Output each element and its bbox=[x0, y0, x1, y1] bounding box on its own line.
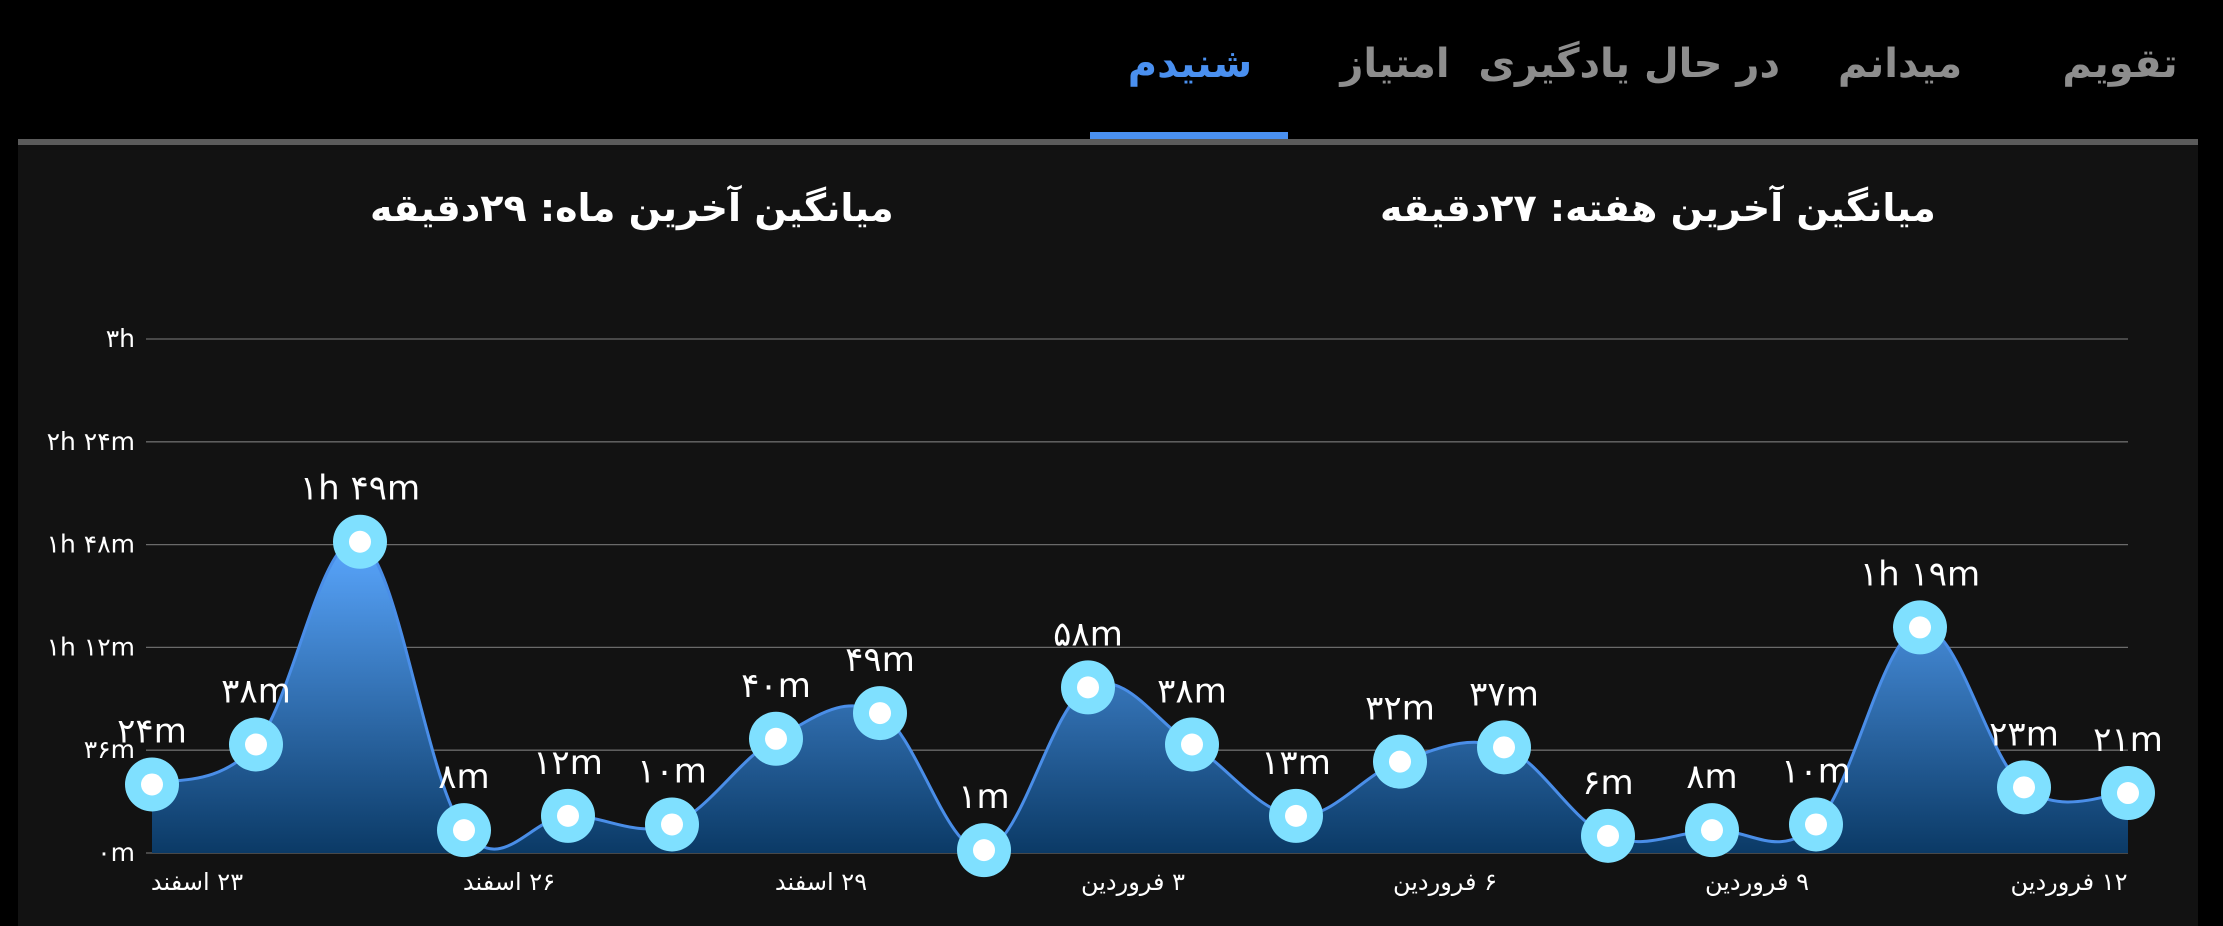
data-label: ۴۰m bbox=[741, 666, 811, 706]
tab-listened[interactable]: شنیدم bbox=[1127, 41, 1253, 87]
data-label: ۱m bbox=[958, 777, 1009, 817]
y-tick-label: ۱h ۱۲m bbox=[47, 632, 135, 661]
data-label: ۲۱m bbox=[2093, 720, 2163, 760]
x-tick-label: ۶ فروردین bbox=[1393, 868, 1497, 896]
x-tick-label: ۳ فروردین bbox=[1081, 868, 1185, 896]
data-point[interactable] bbox=[1389, 750, 1411, 773]
data-label: ۲۴m bbox=[117, 711, 187, 751]
data-label: ۱h ۴۹m bbox=[300, 469, 420, 509]
data-point[interactable] bbox=[349, 530, 371, 553]
tab-learning[interactable]: در حال یادگیری bbox=[1478, 41, 1780, 87]
x-tick-label: ۹ فروردین bbox=[1705, 868, 1809, 896]
data-label: ۱h ۱۹m bbox=[1860, 554, 1980, 594]
data-point[interactable] bbox=[661, 813, 683, 836]
data-label: ۶m bbox=[1582, 763, 1633, 803]
data-point[interactable] bbox=[1077, 676, 1099, 699]
data-labels: ۲۴m ۳۸m ۱h ۴۹m ۸m ۱۲m ۱۰m ۴۰m ۴۹m ۱m ۵۸m ۳۸m ۱۳m ۳۲m… bbox=[117, 469, 2163, 817]
data-point[interactable] bbox=[1285, 804, 1307, 827]
x-tick-label: ۲۳ اسفند bbox=[151, 868, 243, 896]
data-point[interactable] bbox=[1701, 819, 1723, 842]
tab-known[interactable]: میدانم bbox=[1837, 41, 1963, 87]
tab-bar: تقویم میدانم در حال یادگیری امتیاز شنیدم bbox=[0, 0, 2223, 145]
data-point[interactable] bbox=[1805, 813, 1827, 836]
data-point[interactable] bbox=[869, 702, 891, 725]
y-tick-label: ۳۶m bbox=[84, 735, 135, 764]
data-label: ۴۹m bbox=[845, 640, 915, 680]
tab-calendar[interactable]: تقویم bbox=[2062, 41, 2178, 87]
data-point[interactable] bbox=[2117, 782, 2139, 805]
y-tick-label: ۲h ۲۴m bbox=[47, 427, 135, 456]
x-tick-label: ۲۶ اسفند bbox=[463, 868, 555, 896]
data-point[interactable] bbox=[2013, 776, 2035, 799]
data-label: ۸m bbox=[1686, 757, 1737, 797]
monthly-average: میانگین آخرین ماه: ۲۹دقیقه bbox=[370, 186, 894, 230]
weekly-average: میانگین آخرین هفته: ۲۷دقیقه bbox=[1380, 186, 1936, 230]
data-label: ۳۸m bbox=[1157, 671, 1227, 711]
data-point[interactable] bbox=[1181, 733, 1203, 756]
data-label: ۳۸m bbox=[221, 671, 291, 711]
y-tick-label: ۳h bbox=[106, 324, 135, 353]
data-point[interactable] bbox=[1597, 824, 1619, 847]
data-label: ۲۳m bbox=[1989, 714, 2059, 754]
data-label: ۱۰m bbox=[1781, 751, 1851, 791]
x-tick-label: ۲۹ اسفند bbox=[775, 868, 867, 896]
y-axis-ticks: ۰m ۳۶m ۱h ۱۲m ۱h ۴۸m ۲h ۲۴m ۳h bbox=[47, 324, 135, 867]
tab-score[interactable]: امتیاز bbox=[1340, 41, 1450, 87]
data-point[interactable] bbox=[1493, 736, 1515, 759]
x-axis-ticks: ۲۳ اسفند ۲۶ اسفند ۲۹ اسفند ۳ فروردین ۶ فرورد… bbox=[151, 868, 2128, 896]
data-point[interactable] bbox=[245, 733, 267, 756]
data-point[interactable] bbox=[973, 839, 995, 862]
data-label: ۳۷m bbox=[1469, 674, 1539, 714]
x-tick-label: ۱۲ فروردین bbox=[2011, 868, 2128, 896]
data-point[interactable] bbox=[1909, 616, 1931, 639]
data-label: ۱۰m bbox=[637, 751, 707, 791]
data-point[interactable] bbox=[453, 819, 475, 842]
data-label: ۱۲m bbox=[533, 743, 603, 783]
data-point[interactable] bbox=[557, 804, 579, 827]
y-tick-label: ۱h ۴۸m bbox=[47, 530, 135, 559]
data-label: ۱۳m bbox=[1261, 743, 1331, 783]
data-points bbox=[125, 514, 2155, 878]
data-label: ۵۸m bbox=[1053, 614, 1123, 654]
tab-divider bbox=[18, 139, 2198, 145]
area-fill bbox=[152, 540, 2128, 853]
data-point[interactable] bbox=[141, 773, 163, 796]
y-tick-label: ۰m bbox=[97, 838, 135, 867]
data-label: ۳۲m bbox=[1365, 689, 1435, 729]
data-point[interactable] bbox=[765, 727, 787, 750]
data-label: ۸m bbox=[438, 757, 489, 797]
active-tab-indicator bbox=[1090, 132, 1288, 139]
